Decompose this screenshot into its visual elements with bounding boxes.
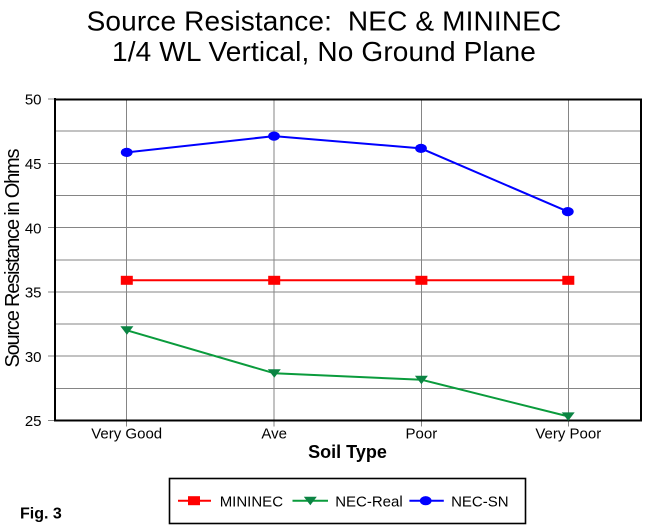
- svg-text:MININEC: MININEC: [220, 494, 284, 511]
- svg-text:Very Good: Very Good: [91, 426, 162, 443]
- svg-text:Source Resistance in Ohms: Source Resistance in Ohms: [2, 149, 24, 368]
- svg-text:1/4 WL Vertical, No Ground Pla: 1/4 WL Vertical, No Ground Plane: [112, 36, 536, 67]
- svg-text:30: 30: [25, 349, 42, 366]
- svg-text:35: 35: [25, 285, 42, 302]
- svg-text:NEC-Real: NEC-Real: [335, 494, 403, 511]
- svg-text:Ave: Ave: [261, 426, 287, 443]
- svg-text:Fig. 3: Fig. 3: [20, 506, 62, 523]
- svg-text:Poor: Poor: [406, 426, 438, 443]
- svg-text:NEC-SN: NEC-SN: [451, 494, 509, 511]
- svg-text:Soil Type: Soil Type: [308, 442, 387, 462]
- svg-text:Source Resistance: NEC & MINI: Source Resistance: NEC & MININEC: [87, 6, 562, 37]
- svg-text:25: 25: [25, 413, 42, 430]
- svg-text:45: 45: [25, 156, 42, 173]
- svg-text:50: 50: [25, 92, 42, 109]
- svg-text:40: 40: [25, 220, 42, 237]
- svg-text:Very Poor: Very Poor: [535, 426, 601, 443]
